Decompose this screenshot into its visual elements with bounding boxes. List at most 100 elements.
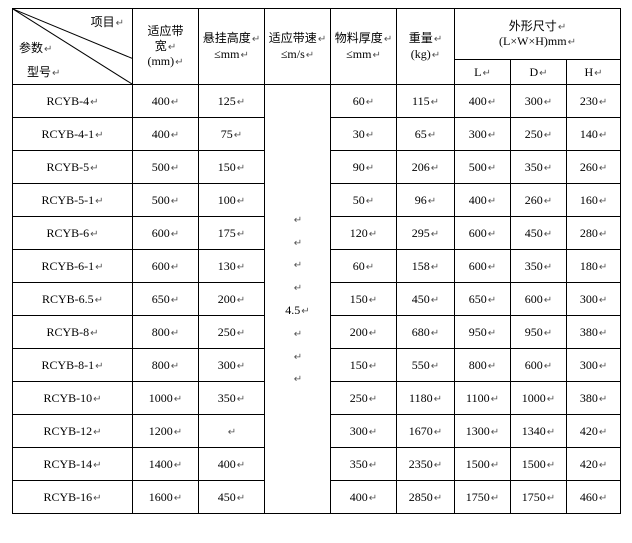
cell-dim-L: 800↵	[455, 349, 511, 382]
cell-dim-L: 1100↵	[455, 382, 511, 415]
cell-model: RCYB-6↵	[13, 217, 133, 250]
cell-dim-L: 400↵	[455, 85, 511, 118]
header-diagonal: 项目↵ 参数↵ 型号↵	[13, 9, 133, 85]
cell-dim-H: 260↵	[567, 151, 621, 184]
spec-table: 项目↵ 参数↵ 型号↵ 适应带 宽↵ (mm)↵ 悬挂高度↵ ≤mm↵ 适	[12, 8, 621, 514]
cell-weight: 65↵	[397, 118, 455, 151]
cell-belt-width: 1200↵	[133, 415, 199, 448]
table-row: RCYB-4↵400↵125↵↵↵↵↵4.5↵↵↵↵60↵115↵400↵300…	[13, 85, 621, 118]
cell-dim-D: 1500↵	[511, 448, 567, 481]
cell-weight: 1180↵	[397, 382, 455, 415]
cell-model: RCYB-5↵	[13, 151, 133, 184]
cell-belt-width: 600↵	[133, 250, 199, 283]
cell-belt-width: 1600↵	[133, 481, 199, 514]
cell-belt-width: 600↵	[133, 217, 199, 250]
cell-model: RCYB-10↵	[13, 382, 133, 415]
cell-dim-D: 1340↵	[511, 415, 567, 448]
cell-weight: 450↵	[397, 283, 455, 316]
diag-bot: 型号	[27, 65, 51, 79]
header-hang-height: 悬挂高度↵ ≤mm↵	[199, 9, 265, 85]
cell-material-thickness: 60↵	[331, 250, 397, 283]
cell-dim-D: 600↵	[511, 349, 567, 382]
header-dim-L: L↵	[455, 60, 511, 85]
cell-material-thickness: 150↵	[331, 349, 397, 382]
cell-dim-L: 1300↵	[455, 415, 511, 448]
cell-dim-H: 280↵	[567, 217, 621, 250]
cell-weight: 680↵	[397, 316, 455, 349]
cell-dim-D: 1750↵	[511, 481, 567, 514]
cell-model: RCYB-8-1↵	[13, 349, 133, 382]
cell-dim-L: 400↵	[455, 184, 511, 217]
diag-top: 项目	[91, 15, 115, 29]
cell-material-thickness: 400↵	[331, 481, 397, 514]
diag-mid: 参数	[19, 41, 43, 55]
cell-model: RCYB-16↵	[13, 481, 133, 514]
cell-hang-height: ↵	[199, 415, 265, 448]
cell-dim-L: 600↵	[455, 250, 511, 283]
cell-dim-H: 420↵	[567, 415, 621, 448]
cell-model: RCYB-4↵	[13, 85, 133, 118]
header-dim-H: H↵	[567, 60, 621, 85]
cell-material-thickness: 50↵	[331, 184, 397, 217]
header-belt-speed: 适应带速↵ ≤m/s↵	[265, 9, 331, 85]
cell-dim-D: 600↵	[511, 283, 567, 316]
header-dimensions: 外形尺寸↵ (L×W×H)mm↵	[455, 9, 621, 60]
cell-dim-H: 230↵	[567, 85, 621, 118]
cell-dim-L: 1750↵	[455, 481, 511, 514]
cell-model: RCYB-6.5↵	[13, 283, 133, 316]
cell-weight: 2350↵	[397, 448, 455, 481]
cell-dim-D: 300↵	[511, 85, 567, 118]
cell-belt-width: 400↵	[133, 118, 199, 151]
cell-dim-D: 950↵	[511, 316, 567, 349]
cell-material-thickness: 150↵	[331, 283, 397, 316]
cell-belt-width: 500↵	[133, 151, 199, 184]
header-weight: 重量↵ (kg)↵	[397, 9, 455, 85]
cell-dim-H: 420↵	[567, 448, 621, 481]
cell-dim-L: 1500↵	[455, 448, 511, 481]
cell-weight: 1670↵	[397, 415, 455, 448]
cell-dim-D: 450↵	[511, 217, 567, 250]
cell-hang-height: 250↵	[199, 316, 265, 349]
cell-model: RCYB-14↵	[13, 448, 133, 481]
cell-belt-speed: ↵↵↵↵4.5↵↵↵↵	[265, 85, 331, 514]
cell-dim-L: 600↵	[455, 217, 511, 250]
header-material-thickness: 物料厚度↵ ≤mm↵	[331, 9, 397, 85]
cell-hang-height: 130↵	[199, 250, 265, 283]
cell-dim-L: 300↵	[455, 118, 511, 151]
cell-weight: 295↵	[397, 217, 455, 250]
cell-hang-height: 175↵	[199, 217, 265, 250]
cell-belt-width: 650↵	[133, 283, 199, 316]
cell-dim-D: 1000↵	[511, 382, 567, 415]
cell-material-thickness: 60↵	[331, 85, 397, 118]
cell-belt-width: 800↵	[133, 349, 199, 382]
cell-material-thickness: 250↵	[331, 382, 397, 415]
cell-material-thickness: 90↵	[331, 151, 397, 184]
header-belt-width: 适应带 宽↵ (mm)↵	[133, 9, 199, 85]
cell-material-thickness: 350↵	[331, 448, 397, 481]
cell-dim-H: 140↵	[567, 118, 621, 151]
cell-dim-L: 500↵	[455, 151, 511, 184]
cell-dim-H: 380↵	[567, 316, 621, 349]
cell-material-thickness: 300↵	[331, 415, 397, 448]
cell-dim-H: 380↵	[567, 382, 621, 415]
cell-model: RCYB-6-1↵	[13, 250, 133, 283]
cell-model: RCYB-12↵	[13, 415, 133, 448]
cell-hang-height: 125↵	[199, 85, 265, 118]
cell-hang-height: 150↵	[199, 151, 265, 184]
cell-weight: 96↵	[397, 184, 455, 217]
cell-dim-D: 350↵	[511, 151, 567, 184]
cell-hang-height: 300↵	[199, 349, 265, 382]
cell-hang-height: 100↵	[199, 184, 265, 217]
cell-hang-height: 350↵	[199, 382, 265, 415]
cell-dim-H: 180↵	[567, 250, 621, 283]
cell-belt-width: 500↵	[133, 184, 199, 217]
cell-material-thickness: 120↵	[331, 217, 397, 250]
cell-hang-height: 75↵	[199, 118, 265, 151]
cell-model: RCYB-5-1↵	[13, 184, 133, 217]
cell-belt-width: 1400↵	[133, 448, 199, 481]
table-body: RCYB-4↵400↵125↵↵↵↵↵4.5↵↵↵↵60↵115↵400↵300…	[13, 85, 621, 514]
cell-dim-H: 460↵	[567, 481, 621, 514]
cell-dim-H: 160↵	[567, 184, 621, 217]
cell-dim-D: 260↵	[511, 184, 567, 217]
cell-weight: 206↵	[397, 151, 455, 184]
